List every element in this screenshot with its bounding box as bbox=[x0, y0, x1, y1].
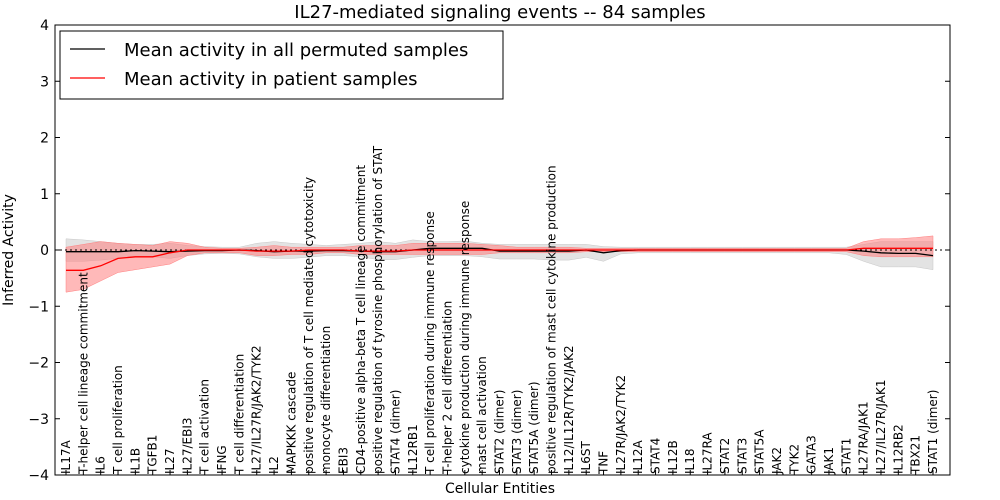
x-tick-label: STAT4 bbox=[649, 438, 663, 474]
x-tick-label: STAT5A (dimer) bbox=[527, 381, 541, 474]
x-tick-label: IL12A bbox=[631, 440, 645, 474]
series-line-patient bbox=[66, 247, 933, 271]
x-tick-label: JAK1 bbox=[822, 447, 836, 475]
x-tick-label: IL12RB1 bbox=[406, 424, 420, 474]
y-axis-label: Inferred Activity bbox=[1, 194, 17, 306]
x-tick-label: JAK2 bbox=[770, 447, 784, 475]
x-tick-label: T-helper cell lineage commitment bbox=[76, 272, 90, 475]
y-tick-label: 2 bbox=[40, 131, 49, 147]
x-tick-label: T cell activation bbox=[198, 379, 212, 475]
x-tick-label: T-helper 2 cell differentiation bbox=[441, 301, 455, 475]
x-tick-label: STAT4 (dimer) bbox=[389, 390, 403, 474]
legend-label-permuted: Mean activity in all permuted samples bbox=[124, 40, 468, 61]
x-tick-label: IL27RA/JAK1 bbox=[857, 401, 871, 474]
x-tick-label: IL2 bbox=[267, 456, 281, 474]
y-tick-label: 4 bbox=[40, 18, 49, 34]
x-tick-label: cytokine production during immune respon… bbox=[458, 201, 472, 474]
y-tick-label: −3 bbox=[28, 412, 49, 428]
x-tick-label: IL12/IL12R/TYK2/JAK2 bbox=[562, 345, 576, 474]
y-tick-label: −2 bbox=[28, 356, 49, 372]
x-tick-label: IL27 bbox=[163, 449, 177, 475]
x-tick-label: IL27/EBI3 bbox=[180, 417, 194, 474]
x-tick-label: IL12B bbox=[666, 440, 680, 474]
x-tick-label: STAT1 bbox=[839, 438, 853, 474]
x-tick-label: positive regulation of mast cell cytokin… bbox=[545, 165, 559, 474]
x-tick-label: TYK2 bbox=[787, 444, 801, 475]
x-tick-label: T cell proliferation during immune respo… bbox=[423, 211, 437, 475]
x-tick-label: TNF bbox=[597, 451, 611, 475]
y-tick-label: −1 bbox=[28, 299, 49, 315]
x-tick-label: CD4-positive alpha-beta T cell lineage c… bbox=[354, 165, 368, 474]
x-tick-label: IL6ST bbox=[579, 441, 593, 474]
x-tick-label: positive regulation of T cell mediated c… bbox=[302, 177, 316, 474]
legend: Mean activity in all permuted samples Me… bbox=[59, 30, 504, 100]
x-tick-label: IL12RB2 bbox=[891, 424, 905, 474]
legend-label-patient: Mean activity in patient samples bbox=[124, 69, 418, 90]
x-tick-label: IL18 bbox=[683, 449, 697, 475]
x-tick-label: mast cell activation bbox=[475, 356, 489, 474]
x-tick-label: positive regulation of tyrosine phosphor… bbox=[371, 145, 385, 474]
y-tick-label: 0 bbox=[40, 243, 49, 259]
x-tick-label: IL17A bbox=[59, 440, 73, 474]
x-tick-label: IL1B bbox=[128, 448, 142, 474]
x-tick-label: T cell differentiation bbox=[232, 354, 246, 475]
x-tick-label: T cell proliferation bbox=[111, 365, 125, 475]
x-tick-label: STAT2 (dimer) bbox=[493, 390, 507, 474]
x-axis-label: Cellular Entities bbox=[445, 481, 555, 497]
x-tick-label: TGFB1 bbox=[146, 435, 160, 475]
x-tick-label: STAT3 bbox=[735, 438, 749, 474]
x-tick-label: IFNG bbox=[215, 445, 229, 474]
x-tick-label: STAT5A bbox=[753, 429, 767, 474]
x-tick-label: IL27/IL27R/JAK1 bbox=[874, 380, 888, 474]
y-tick-label: −4 bbox=[28, 468, 49, 484]
chart-title: IL27-mediated signaling events -- 84 sam… bbox=[294, 2, 705, 23]
x-tick-label: STAT1 (dimer) bbox=[926, 390, 940, 474]
y-tick-label: 3 bbox=[40, 74, 49, 90]
x-tick-label: IL27RA bbox=[701, 432, 715, 474]
y-tick-label: 1 bbox=[40, 187, 49, 203]
x-tick-label: IL27/IL27R/JAK2/TYK2 bbox=[250, 345, 264, 474]
x-tick-label: STAT2 bbox=[718, 438, 732, 474]
x-tick-label: IL6 bbox=[94, 456, 108, 474]
x-tick-label: STAT3 (dimer) bbox=[510, 390, 524, 474]
x-tick-label: IL27R/JAK2/TYK2 bbox=[614, 375, 628, 474]
x-tick-label: monocyte differentiation bbox=[319, 326, 333, 474]
x-tick-label: EBI3 bbox=[336, 447, 350, 474]
legend-frame bbox=[59, 30, 504, 100]
x-tick-label: MAPKKK cascade bbox=[284, 372, 298, 474]
x-tick-label: GATA3 bbox=[805, 435, 819, 474]
x-tick-label: TBX21 bbox=[909, 435, 923, 475]
